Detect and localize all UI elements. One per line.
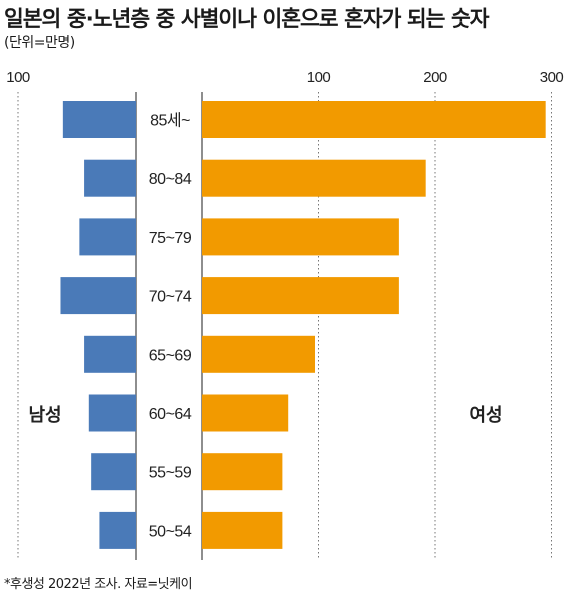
legend-male-label: 남성: [28, 405, 61, 425]
male-bar: [60, 277, 137, 315]
age-group-label: 60~64: [149, 406, 192, 423]
legend: 남성 여성: [28, 405, 502, 425]
age-group-label: 50~54: [149, 523, 192, 540]
female-bar: [202, 159, 426, 197]
right-tick-label: 200: [423, 69, 447, 86]
age-group-label: 80~84: [149, 171, 192, 188]
male-bar: [84, 159, 136, 197]
male-bar: [62, 101, 137, 138]
female-bar: [202, 453, 283, 491]
female-bar: [202, 511, 283, 549]
legend-female-label: 여성: [469, 405, 502, 425]
female-bar: [202, 101, 546, 138]
age-group-label: 75~79: [149, 230, 192, 247]
male-bar: [79, 218, 136, 256]
age-group-label: 85세~: [150, 112, 190, 130]
footnote: *후생성 2022년 조사. 자료=닛케이: [4, 577, 193, 592]
right-tick-label: 100: [307, 69, 331, 86]
age-group-label: 55~59: [149, 465, 192, 482]
right-tick-label: 300: [540, 69, 564, 86]
category-labels: 85세~ 80~84 75~79 70~74 65~69 60~64 55~59 50~54: [149, 112, 193, 541]
right-axis: 100 200 300: [201, 69, 564, 560]
chart-title: 일본의 중·노년층 중 사별이나 이혼으로 혼자가 되는 숫자: [4, 7, 490, 32]
male-bar: [88, 394, 136, 432]
male-bar: [91, 453, 136, 491]
female-bar: [202, 277, 399, 315]
unit-label: (단위=만명): [4, 35, 75, 51]
age-group-label: 70~74: [149, 289, 192, 306]
female-bar: [202, 394, 289, 432]
age-group-label: 65~69: [149, 347, 192, 364]
bars: [60, 101, 546, 549]
female-bar: [202, 335, 316, 373]
left-tick-label: 100: [6, 69, 30, 86]
male-bar: [99, 511, 136, 549]
male-bar: [84, 335, 136, 373]
female-bar: [202, 218, 399, 256]
